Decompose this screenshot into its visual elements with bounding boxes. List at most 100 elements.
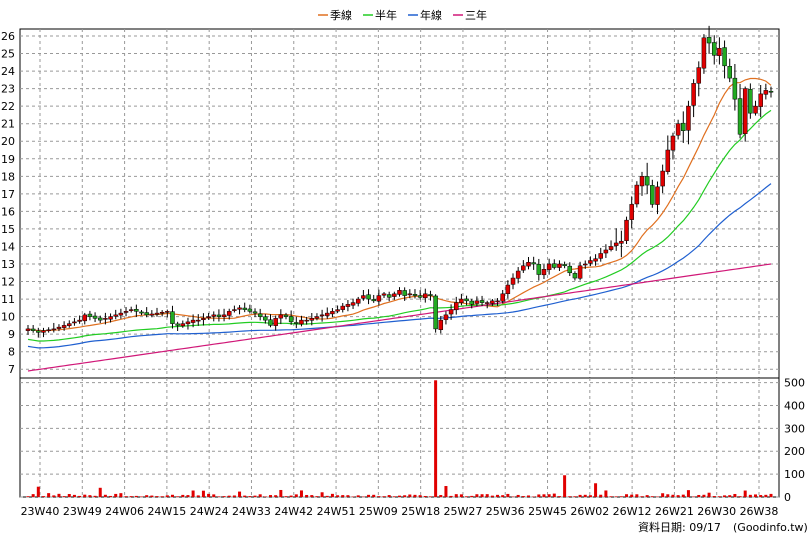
- volume-bar: [284, 496, 288, 497]
- candle-body: [113, 314, 118, 317]
- volume-bar: [238, 491, 242, 497]
- candle-body: [644, 176, 650, 186]
- candle-body: [41, 330, 46, 333]
- price-axis: 7 8 9 10 11 12 13 14 15 16 17 18 19 20 21 22 23 24 25 26: [1, 30, 15, 376]
- legend-label-0: 季線: [330, 8, 352, 22]
- volume-bar: [325, 495, 329, 497]
- candle-body: [397, 290, 402, 295]
- x-tick-label: 23W40: [21, 505, 60, 518]
- candle-body: [541, 269, 547, 276]
- volume-bar: [98, 487, 102, 497]
- volume-bar: [583, 494, 587, 497]
- volume-bar: [728, 495, 732, 497]
- candle-body: [257, 313, 263, 317]
- candle-body: [252, 311, 258, 314]
- candle-body: [247, 308, 253, 312]
- volume-bar: [738, 496, 742, 497]
- candle-body: [30, 328, 36, 331]
- volume-bar: [367, 494, 371, 497]
- volume-bar: [526, 495, 530, 497]
- candle-body: [371, 299, 376, 302]
- price-tick-label: 15: [1, 223, 15, 236]
- volume-bar: [119, 493, 123, 497]
- price-tick-label: 21: [1, 118, 15, 131]
- candle-body: [577, 265, 583, 279]
- volume-bar: [573, 496, 577, 497]
- candle-body: [763, 90, 769, 95]
- volume-bar: [413, 494, 417, 497]
- x-tick-label: 26W21: [655, 505, 694, 518]
- volume-bar: [186, 495, 190, 497]
- candle-body: [340, 305, 345, 310]
- volume-bar: [129, 496, 133, 497]
- volume-bar: [232, 495, 236, 497]
- ma-line-156: [27, 263, 772, 372]
- candle-body: [717, 48, 722, 56]
- volume-bar: [501, 495, 505, 497]
- x-tick-label: 26W12: [613, 505, 652, 518]
- candle-body: [175, 323, 180, 326]
- volume-bar: [403, 495, 407, 497]
- volume-bar: [697, 494, 701, 497]
- candle-body: [299, 319, 304, 325]
- candle-body: [190, 319, 196, 323]
- volume-bar: [480, 494, 484, 497]
- candle-body: [56, 326, 62, 329]
- candle-body: [123, 311, 129, 313]
- volume-bar: [372, 494, 376, 497]
- candle-body: [634, 184, 640, 205]
- x-tick-label: 25W36: [486, 505, 525, 518]
- volume-bar: [444, 486, 448, 497]
- volume-bar: [78, 495, 82, 497]
- candle-body: [660, 170, 665, 187]
- candle-body: [722, 47, 727, 67]
- x-tick-label: 24W06: [105, 505, 144, 518]
- volume-bar: [109, 495, 113, 497]
- volume-bar: [62, 496, 66, 497]
- candle-body: [737, 98, 743, 135]
- volume-bar: [145, 495, 149, 497]
- volume-bar: [140, 496, 144, 497]
- candle-body: [381, 293, 387, 296]
- price-grid: [20, 29, 779, 378]
- candle-body: [583, 263, 588, 266]
- chart-legend: 季線 半年 年線 三年: [318, 8, 487, 22]
- volume-bar: [568, 496, 572, 497]
- candle-body: [165, 311, 170, 313]
- volume-tick-label: 0: [784, 491, 791, 504]
- candle-body: [77, 319, 82, 322]
- volume-bar: [578, 494, 582, 497]
- candle-body: [149, 313, 155, 316]
- candle-body: [294, 322, 299, 324]
- volume-bar: [465, 496, 469, 497]
- candle-body: [531, 262, 536, 265]
- candle-body: [562, 264, 567, 267]
- volume-bar: [764, 494, 768, 497]
- candle-body: [288, 316, 294, 323]
- x-axis: 23W40 23W49 24W06 24W15 24W24 24W33 24W42 24W51…: [21, 505, 779, 518]
- volume-bar: [207, 493, 211, 497]
- volume-bar: [645, 495, 649, 497]
- candle-body: [536, 264, 542, 275]
- volume-bar: [423, 495, 427, 497]
- legend-label-1: 半年: [375, 8, 397, 22]
- candle-body: [742, 88, 748, 134]
- candle-body: [490, 300, 495, 304]
- volume-bar: [150, 495, 154, 497]
- volume-bar: [542, 494, 546, 497]
- volume-bar: [588, 495, 592, 497]
- volume-bar: [449, 495, 453, 497]
- candle-body: [433, 295, 438, 330]
- volume-bar: [124, 496, 128, 497]
- candle-body: [613, 242, 619, 246]
- candle-body: [25, 328, 31, 331]
- candle-body: [655, 186, 660, 205]
- x-tick-label: 25W18: [401, 505, 440, 518]
- candle-body: [474, 300, 480, 304]
- candle-body: [128, 309, 134, 311]
- candle-body: [386, 294, 392, 298]
- candle-body: [319, 314, 325, 317]
- price-tick-label: 7: [8, 363, 15, 376]
- candle-body: [242, 307, 247, 310]
- volume-bar: [692, 496, 696, 497]
